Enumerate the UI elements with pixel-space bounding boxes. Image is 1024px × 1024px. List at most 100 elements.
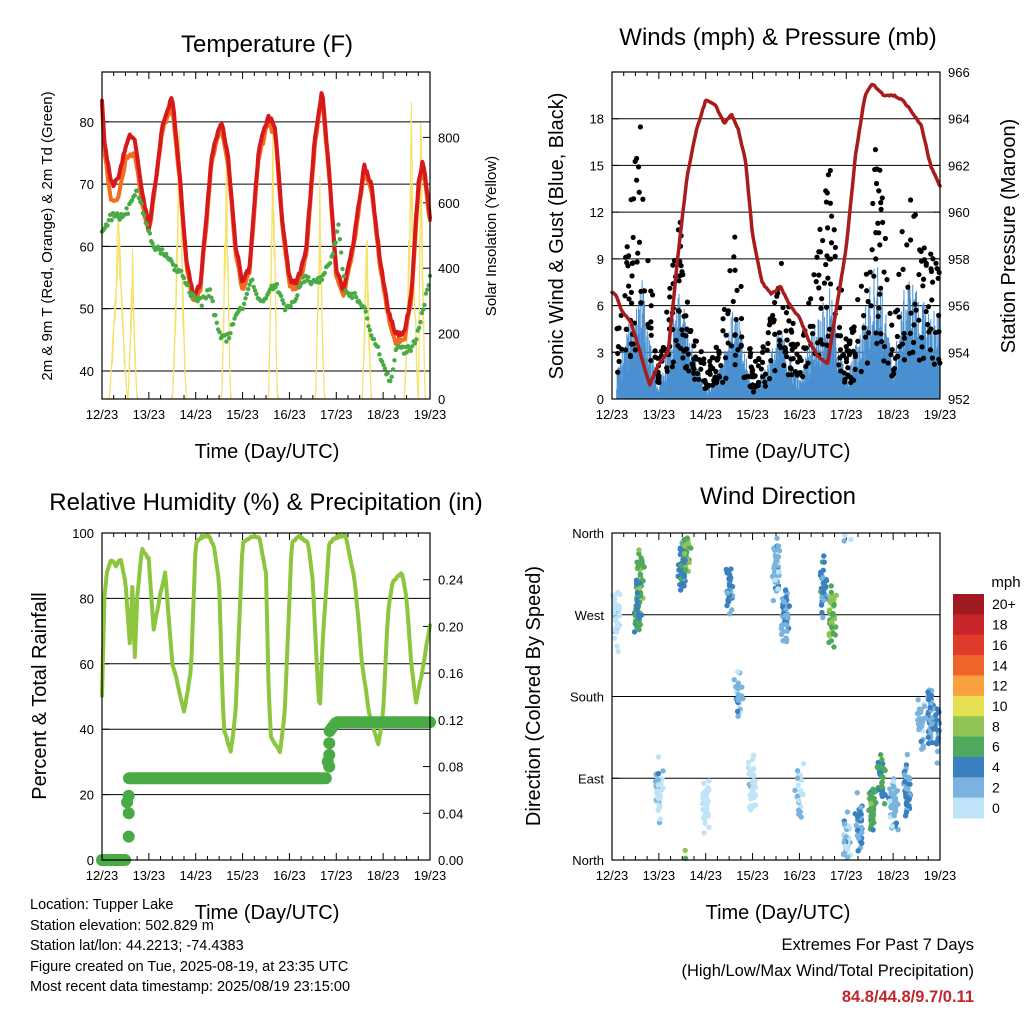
gust-point [824,190,830,196]
dewpoint-point [352,291,358,296]
dewpoint-point [293,296,299,301]
dewpoint-point [385,371,390,376]
gust-point [738,315,745,322]
gust-point [664,368,670,374]
humidity-title: Relative Humidity (%) & Precipitation (i… [49,489,482,516]
direction-point [782,587,789,593]
direction-point [792,787,798,794]
direction-point [726,575,732,582]
gust-point [784,337,790,343]
y-tick-label: 15 [590,158,604,173]
direction-point [820,588,826,595]
dewpoint-point [419,310,424,316]
direction-point [826,607,833,613]
gust-point [788,356,794,362]
direction-point [934,760,940,766]
direction-point [889,802,896,808]
gust-point [831,227,837,233]
colorbar-swatch [953,797,984,819]
direction-point [848,536,854,543]
direction-point [636,580,643,586]
direction-point [681,583,687,589]
direction-point [637,571,644,577]
direction-point [831,644,837,650]
y-tick-label: 0 [597,392,604,407]
gust-point [701,360,707,366]
dewpoint-point [423,291,429,296]
gust-point [627,353,634,360]
gust-point [889,373,895,379]
direction-point [858,811,864,817]
direction-point [771,563,777,570]
temperature-panel: Temperature (F) 12/23 13/23 14/23 15/23 16/2… [39,31,500,463]
y-tick-label: 50 [80,302,94,317]
x-tick-label: 16/23 [273,868,306,883]
gust-point [876,188,882,194]
gust-point [748,384,755,390]
direction-point [907,781,913,787]
plot-border [611,71,941,400]
direction-point [915,717,921,723]
direction-point [887,798,893,804]
gust-point [916,357,923,363]
gust-point [873,180,880,187]
direction-point [724,602,730,609]
gust-point [733,316,739,323]
gust-point [792,344,798,350]
gust-point [687,328,694,334]
direction-point [829,624,835,630]
gust-point [713,368,719,375]
direction-point [781,598,787,605]
dewpoint-point [209,295,214,300]
extremes-title: Extremes For Past 7 Days [781,936,974,954]
gust-point [878,331,884,337]
gust-point [925,321,931,328]
gust-point [913,307,919,313]
gust-point [921,245,927,251]
y-tick-label: North [572,526,604,541]
gust-point [713,344,719,351]
direction-point [905,797,911,803]
gust-point [683,346,690,352]
direction-point [927,717,933,723]
gust-point [754,382,760,388]
direction-point [842,532,848,538]
x-tick-label: 13/23 [133,407,166,422]
gust-point [919,344,925,350]
direction-point [893,820,900,826]
temperature-plot-area: 12/23 13/23 14/23 15/23 16/23 17/23 18/23 19/23… [80,71,460,422]
gust-point [770,319,776,325]
direction-point [745,759,752,766]
dewpoint-point [164,251,169,257]
gust-point [747,350,754,356]
gust-point [825,172,832,178]
gust-point [781,362,787,369]
x-tick-label: 17/23 [830,407,863,422]
gust-point [870,200,876,207]
direction-point [890,778,897,785]
dewpoint-point [363,309,368,314]
gust-point [624,244,630,250]
gust-point [716,374,723,380]
y-tick-label: 20 [80,788,94,803]
dewpoint-point [418,319,423,325]
colorbar-swatch [953,634,984,656]
gust-point [885,360,891,366]
direction-point [794,793,801,800]
gust-point [703,385,709,391]
x-tick-label: 19/23 [414,868,447,883]
gust-point [842,376,848,383]
direction-point [752,792,758,798]
direction-point [868,792,874,798]
direction-point [798,814,804,820]
dewpoint-point [422,302,427,308]
direction-point [735,713,741,719]
colorbar-label: 4 [992,759,1000,775]
gust-point [816,285,822,291]
dewpoint-point [226,335,232,341]
gust-point [718,362,724,369]
direction-point [682,567,688,573]
gust-point [876,230,882,236]
gust-point [648,357,654,364]
direction-point [826,597,833,604]
